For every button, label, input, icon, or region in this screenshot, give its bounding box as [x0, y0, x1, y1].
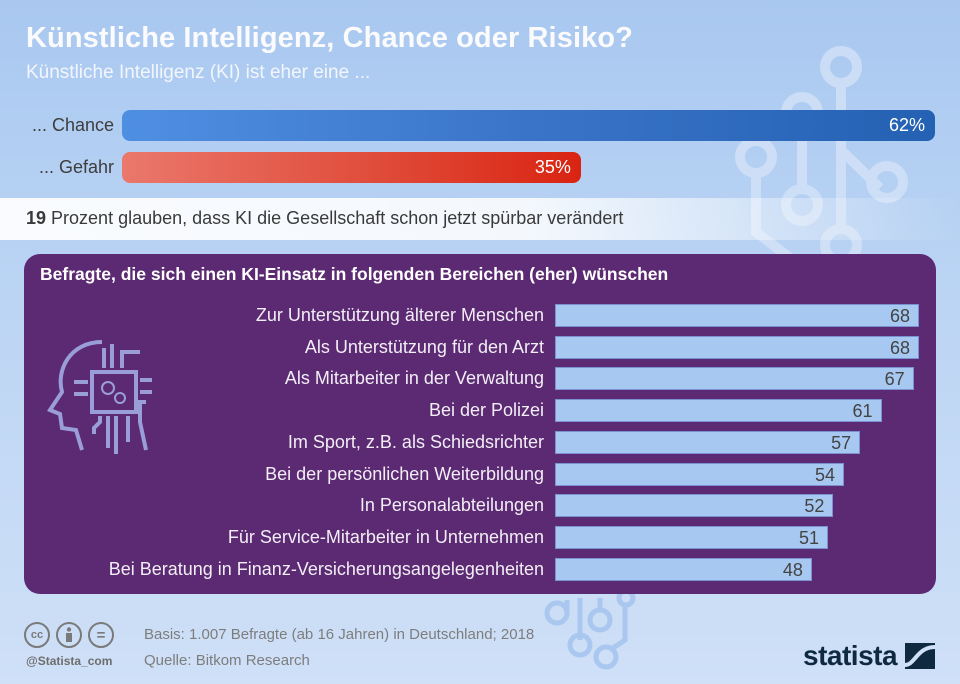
bar-label: In Personalabteilungen	[359, 495, 544, 516]
stat-strip: 19 Prozent glauben, dass KI die Gesellsc…	[0, 198, 960, 240]
statista-wordmark: statista	[803, 640, 898, 671]
panel-title: Befragte, die sich einen KI-Einsatz in f…	[40, 264, 669, 284]
bar: 68	[555, 304, 919, 327]
bar-label: Zur Unterstützung älterer Menschen	[255, 305, 544, 325]
bar-row: Bei Beratung in Finanz-Versicherungsange…	[24, 557, 936, 582]
cc-icon: cc	[24, 622, 50, 648]
bar-label: Bei der Polizei	[428, 400, 544, 421]
bar: 52	[555, 494, 834, 518]
bar-value-label: 68	[889, 306, 910, 326]
bar: 54	[555, 462, 845, 486]
bar-value-label: 67	[884, 369, 905, 390]
bar-label: Im Sport, z.B. als Schiedsrichter	[287, 431, 544, 452]
top-bar-value: 62%	[888, 115, 925, 135]
bar-value-label: 54	[815, 464, 836, 485]
license-icons: cc =	[24, 622, 114, 648]
by-icon	[56, 622, 82, 648]
chart-subtitle: Künstliche Intelligenz (KI) ist eher ein…	[26, 62, 371, 83]
statista-handle: @Statista_com	[26, 654, 113, 668]
bar-value-label: 52	[804, 496, 825, 517]
bar-label: Bei Beratung in Finanz-Versicherungsange…	[108, 558, 544, 579]
bar-row: Im Sport, z.B. als Schiedsrichter 57	[24, 430, 936, 455]
source-note: Quelle: Bitkom Research	[144, 652, 310, 669]
bar-label: Für Service-Mitarbeiter in Unternehmen	[227, 526, 544, 547]
chart-title: Künstliche Intelligenz, Chance oder Risi…	[26, 22, 633, 54]
bar: 48	[555, 557, 812, 581]
top-bar-label: ... Gefahr	[38, 157, 114, 177]
bar-row: Bei der Polizei 61	[24, 399, 936, 423]
statista-logo-icon	[905, 643, 936, 669]
bar-label: Als Mitarbeiter in der Verwaltung	[284, 368, 544, 389]
wishes-panel: Befragte, die sich einen KI-Einsatz in f…	[24, 254, 936, 594]
stat-description: Prozent glauben, dass KI die Gesellschaf…	[46, 208, 624, 228]
bar: 51	[555, 525, 828, 549]
bar-row: Als Mitarbeiter in der Verwaltung 67	[24, 367, 936, 391]
bar-value-label: 57	[831, 432, 852, 453]
bar-value-label: 51	[798, 527, 819, 548]
bar-label: Bei der persönlichen Weiterbildung	[265, 463, 544, 484]
stat-number: 19	[26, 208, 47, 228]
nd-icon: =	[88, 622, 114, 648]
statista-logo[interactable]: statista	[803, 640, 936, 672]
bar-value-label: 48	[782, 559, 803, 580]
bar-value-label: 61	[852, 401, 873, 422]
bar-row: Zur Unterstützung älterer Menschen 68	[24, 304, 936, 328]
top-bar-chance: 62%	[122, 110, 935, 141]
bar-label: Als Unterstützung für den Arzt	[304, 336, 544, 357]
bar: 67	[555, 367, 914, 391]
bar-row: Bei der persönlichen Weiterbildung 54	[24, 462, 936, 487]
basis-note: Basis: 1.007 Befragte (ab 16 Jahren) in …	[144, 626, 535, 643]
stat-text: 19 Prozent glauben, dass KI die Gesellsc…	[26, 208, 623, 229]
bar-row: Für Service-Mitarbeiter in Unternehmen 51	[24, 525, 936, 550]
top-bar-label: ... Chance	[31, 115, 114, 135]
bar-row: Als Unterstützung für den Arzt 68	[24, 335, 936, 360]
bar: 68	[555, 335, 919, 359]
top-bar-value: 35%	[534, 157, 571, 177]
bar: 61	[555, 399, 882, 423]
ai-head-icon	[46, 340, 152, 454]
top-bar-row-gefahr: ... Gefahr 35%	[0, 152, 960, 184]
bar-value-label: 68	[889, 337, 910, 358]
bar: 57	[555, 430, 861, 454]
bar-row: In Personalabteilungen 52	[24, 494, 936, 518]
top-bar-gefahr: 35%	[122, 152, 581, 183]
top-bar-row-chance: ... Chance 62%	[0, 110, 960, 142]
